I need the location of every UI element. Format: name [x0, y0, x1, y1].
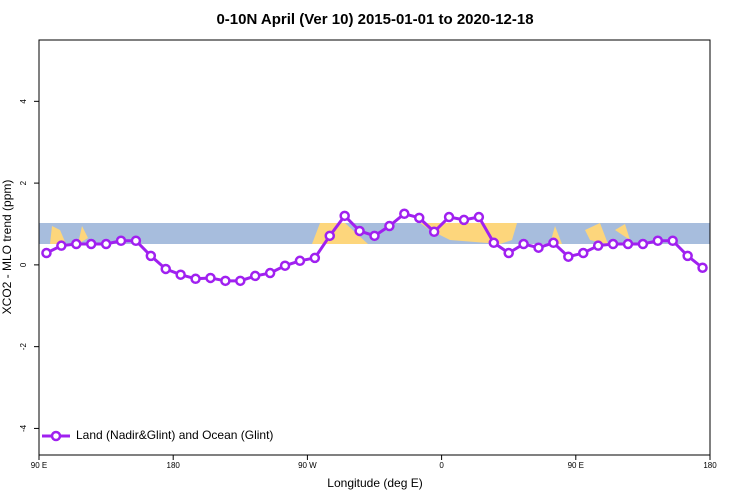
y-tick-label: 2 [19, 180, 28, 185]
data-point [145, 250, 157, 262]
data-point [488, 237, 500, 249]
data-point [652, 235, 664, 247]
y-axis-label: XCO2 - MLO trend (ppm) [0, 180, 14, 315]
x-tick-label: 180 [703, 461, 717, 470]
data-point [160, 263, 171, 275]
data-point [71, 238, 82, 250]
chart-title: 0-10N April (Ver 10) 2015-01-01 to 2020-… [216, 11, 533, 28]
data-point [592, 240, 604, 251]
data-point [428, 226, 440, 238]
y-tick-label: 4 [19, 99, 28, 104]
data-point [697, 262, 708, 273]
data-point [473, 211, 485, 223]
x-tick-label: 90 W [298, 461, 317, 470]
data-point [130, 235, 142, 247]
data-point [443, 211, 455, 223]
legend-marker [50, 430, 62, 442]
x-tick-label: 90 E [31, 461, 47, 470]
legend-label: Land (Nadir&Glint) and Ocean (Glint) [76, 428, 273, 442]
data-point [458, 214, 470, 226]
data-point [249, 270, 261, 282]
data-point [682, 250, 693, 262]
data-point [175, 269, 186, 280]
data-point [578, 247, 589, 259]
data-point [100, 238, 112, 250]
data-point [637, 238, 649, 250]
data-point [533, 242, 544, 253]
data-point [324, 230, 336, 242]
data-point [115, 235, 127, 247]
data-point [294, 255, 306, 267]
plot-frame [38, 39, 711, 456]
data-point [503, 247, 514, 259]
data-point [41, 247, 52, 259]
data-point [235, 275, 246, 287]
data-point [220, 275, 231, 287]
data-point [309, 252, 321, 264]
data-point [190, 273, 201, 285]
data-point [369, 230, 380, 242]
x-tick-label: 90 E [568, 461, 584, 470]
data-point [56, 240, 67, 251]
data-point [622, 238, 634, 250]
data-point [518, 238, 529, 250]
x-tick-label: 0 [439, 461, 444, 470]
data-point [563, 251, 574, 262]
x-axis-label: Longitude (deg E) [327, 476, 422, 490]
data-point [607, 238, 619, 250]
data-point [354, 225, 365, 237]
x-tick-label: 180 [167, 461, 181, 470]
data-point [667, 235, 678, 247]
land [550, 223, 630, 244]
land [50, 226, 88, 244]
data-point [339, 210, 350, 222]
data-point [264, 267, 276, 279]
data-point [399, 208, 410, 220]
data-point [85, 238, 97, 250]
y-tick-label: 0 [19, 262, 28, 267]
data-point [548, 237, 559, 249]
y-tick-label: -4 [19, 424, 28, 432]
data-point [279, 260, 291, 271]
data-point [384, 220, 395, 232]
data-point [205, 272, 216, 284]
data-point [413, 212, 425, 224]
y-tick-label: -2 [19, 343, 28, 351]
